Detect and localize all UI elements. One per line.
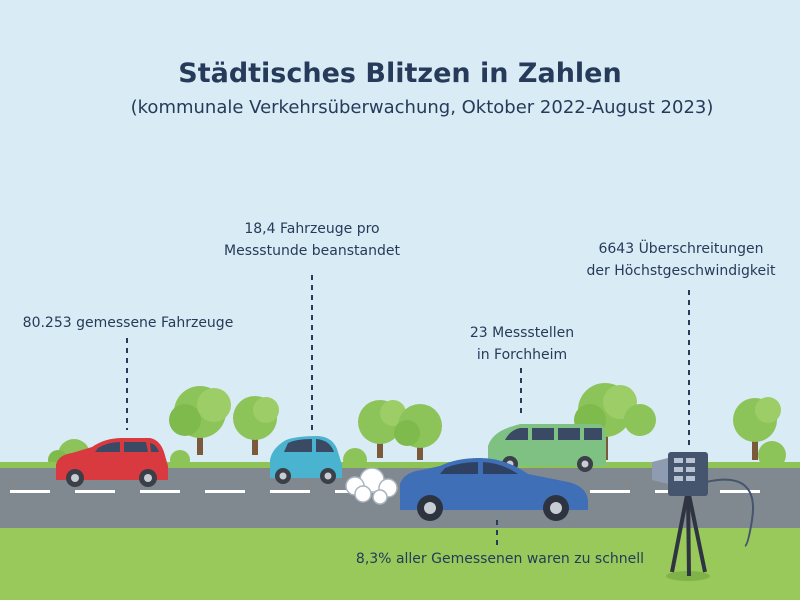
label-violations: 6643 Überschreitungen der Höchstgeschwin… <box>566 238 796 282</box>
label-too-fast: 8,3% aller Gemessenen waren zu schnell <box>340 548 660 570</box>
speed-camera <box>652 452 754 581</box>
teal-car <box>270 436 342 484</box>
speeding-blue-car <box>345 458 588 521</box>
page-title: Städtisches Blitzen in Zahlen <box>178 58 622 89</box>
label-too-fast-text: 8,3% aller Gemessenen waren zu schnell <box>355 551 645 567</box>
label-per-hour-line2: Messstunde beanstandet <box>224 243 400 259</box>
tree-left <box>169 386 279 455</box>
leader-lines <box>126 275 690 548</box>
green-van <box>488 424 606 472</box>
red-car <box>56 438 168 487</box>
label-per-hour: 18,4 Fahrzeuge pro Messstunde beanstande… <box>202 218 422 262</box>
exhaust-cloud <box>345 467 398 505</box>
label-violations-line1: 6643 Überschreitungen <box>598 241 764 257</box>
tree-middle <box>343 400 442 472</box>
grass-strip-top <box>0 462 800 470</box>
label-locations: 23 Messstellen in Forchheim <box>450 322 594 366</box>
grass-bottom <box>0 528 800 600</box>
label-locations-line1: 23 Messstellen <box>469 325 575 341</box>
label-measured-vehicles: 80.253 gemessene Fahrzeuge <box>8 312 248 334</box>
label-locations-line2: in Forchheim <box>476 347 568 363</box>
sky <box>0 0 800 470</box>
label-measured-vehicles-text: 80.253 gemessene Fahrzeuge <box>22 315 234 331</box>
label-violations-line2: der Höchstgeschwindigkeit <box>586 263 776 279</box>
page-subtitle: (kommunale Verkehrsüberwachung, Oktober … <box>130 97 714 118</box>
label-per-hour-line1: 18,4 Fahrzeuge pro <box>244 221 380 237</box>
